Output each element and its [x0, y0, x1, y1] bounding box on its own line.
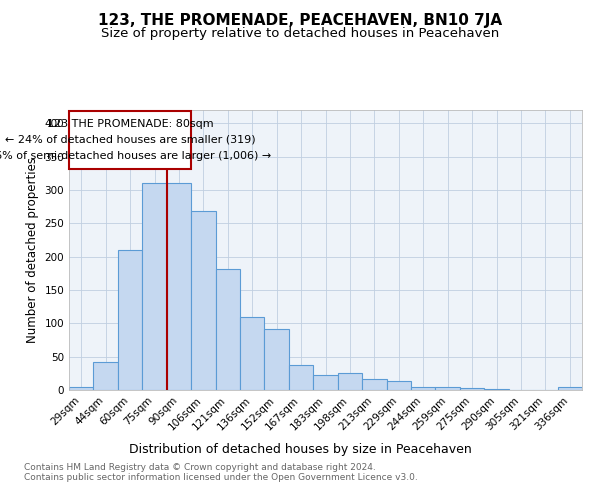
Bar	[69, 386, 94, 390]
Bar	[289, 364, 313, 390]
Text: Distribution of detached houses by size in Peacehaven: Distribution of detached houses by size …	[128, 442, 472, 456]
Bar	[436, 386, 460, 390]
Bar	[118, 250, 142, 390]
Bar	[265, 330, 289, 390]
Bar	[215, 270, 240, 390]
Bar	[460, 388, 484, 390]
Bar	[191, 212, 215, 390]
Text: Size of property relative to detached houses in Peacehaven: Size of property relative to detached ho…	[101, 28, 499, 40]
Bar	[386, 382, 411, 390]
Bar	[94, 362, 118, 390]
FancyBboxPatch shape	[70, 112, 191, 168]
Text: Contains HM Land Registry data © Crown copyright and database right 2024.
Contai: Contains HM Land Registry data © Crown c…	[24, 462, 418, 482]
Text: 123, THE PROMENADE, PEACEHAVEN, BN10 7JA: 123, THE PROMENADE, PEACEHAVEN, BN10 7JA	[98, 12, 502, 28]
Bar	[167, 182, 191, 390]
Y-axis label: Number of detached properties: Number of detached properties	[26, 157, 39, 343]
Bar	[362, 380, 386, 390]
Bar	[240, 316, 265, 390]
Bar	[484, 388, 509, 390]
Bar	[338, 374, 362, 390]
Bar	[313, 374, 338, 390]
Text: 123 THE PROMENADE: 80sqm
← 24% of detached houses are smaller (319)
76% of semi-: 123 THE PROMENADE: 80sqm ← 24% of detach…	[0, 120, 272, 160]
Bar	[142, 182, 167, 390]
Bar	[411, 388, 436, 390]
Bar	[557, 388, 582, 390]
